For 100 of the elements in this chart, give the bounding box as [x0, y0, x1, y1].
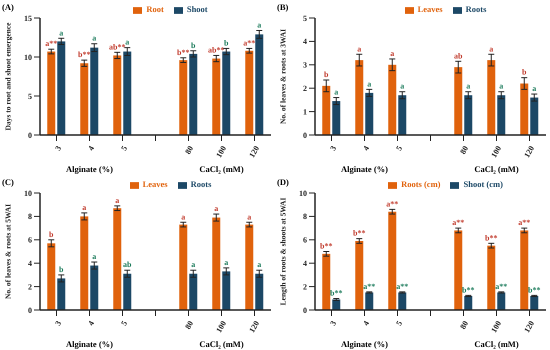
- legend-label: Root: [146, 4, 164, 14]
- x-tick-label: 3: [328, 319, 338, 328]
- data-label: a: [257, 260, 262, 270]
- text: Alginate (%): [66, 339, 113, 349]
- text: CaCl₂ (mM): [474, 339, 519, 349]
- data-label: a: [367, 79, 372, 88]
- y-tick-label: 2: [28, 282, 32, 292]
- data-label: ab: [454, 51, 464, 60]
- bar: [497, 95, 506, 135]
- bar: [255, 274, 264, 310]
- data-label: ab**: [208, 45, 224, 54]
- bar: [245, 224, 254, 310]
- legend-label: Roots: [190, 179, 212, 189]
- bar: [189, 54, 198, 135]
- data-label: a**: [45, 39, 58, 48]
- bar: [487, 246, 496, 310]
- bar: [322, 86, 330, 135]
- data-label: a**: [452, 218, 464, 228]
- y-tick-label: 0: [28, 306, 32, 315]
- chart-title: (A): [2, 2, 14, 12]
- bar: [113, 55, 122, 135]
- y-tick-label: 4: [303, 37, 307, 46]
- data-label: a**: [243, 38, 256, 48]
- bar: [47, 52, 56, 135]
- bar: [530, 296, 538, 310]
- bar: [388, 64, 396, 135]
- data-label: b**: [177, 48, 190, 57]
- data-label: b: [522, 68, 528, 77]
- bar: [123, 274, 132, 310]
- y-tick-label: 15: [24, 14, 32, 23]
- data-label: a: [489, 44, 494, 54]
- x-tick-label: 5: [394, 144, 404, 152]
- y-tick-label: 4: [303, 259, 307, 268]
- legend-label: Leaves: [142, 179, 168, 189]
- bar: [57, 41, 66, 135]
- data-label: a**: [518, 218, 530, 228]
- data-label: a: [257, 20, 262, 30]
- bar: [332, 101, 340, 135]
- y-tick-label: 4: [28, 259, 32, 268]
- bar: [355, 240, 364, 310]
- data-label: a: [532, 84, 536, 94]
- legend-label: Roots: [466, 4, 486, 14]
- x-tick-label: 5: [394, 319, 404, 328]
- x-tick-label: 80: [183, 144, 196, 156]
- x-tick-label: 80: [183, 319, 196, 331]
- data-label: a: [59, 28, 64, 38]
- data-label: a**: [396, 282, 408, 291]
- y-tick-label: 5: [28, 92, 32, 101]
- x-tick-label: 120: [247, 319, 262, 334]
- bar: [57, 278, 66, 310]
- bar: [222, 52, 230, 135]
- text: Alginate (%): [341, 164, 388, 174]
- data-label: b: [191, 40, 196, 50]
- x-tick-label: 3: [328, 144, 338, 152]
- bar: [388, 212, 396, 310]
- bar: [113, 208, 122, 310]
- x-tick-label: 100: [489, 319, 504, 334]
- bar: [212, 58, 220, 135]
- data-label: b**: [78, 50, 90, 60]
- x-tick-label: 4: [86, 319, 96, 328]
- chart-title: (B): [277, 2, 288, 12]
- bar: [80, 216, 88, 310]
- y-tick-label: 5: [303, 14, 307, 23]
- bar: [212, 218, 220, 310]
- data-label: a: [92, 34, 96, 43]
- data-label: a: [82, 202, 86, 212]
- bar: [222, 271, 230, 310]
- x-tick-label: 3: [53, 144, 64, 152]
- bar: [80, 63, 88, 135]
- bar: [90, 48, 98, 135]
- y-tick-label: 10: [24, 188, 32, 198]
- data-label: a**: [363, 282, 376, 291]
- data-label: b: [224, 38, 230, 48]
- data-label: ab**: [109, 42, 126, 52]
- bar: [398, 95, 406, 135]
- data-label: a: [499, 82, 504, 91]
- bar: [454, 230, 462, 310]
- data-label: a: [400, 82, 404, 91]
- y-tick-label: 8: [303, 212, 307, 222]
- y-tick-label: 10: [299, 188, 307, 198]
- x-tick-label: 3: [53, 319, 64, 328]
- data-label: a: [390, 48, 394, 58]
- chart-title: (D): [277, 177, 289, 187]
- x-tick-label: 100: [214, 319, 228, 334]
- data-label: ab: [123, 260, 132, 270]
- data-label: a: [214, 204, 218, 214]
- y-tick-label: 1: [303, 107, 307, 116]
- bar: [497, 292, 506, 310]
- x-tick-label: 80: [458, 319, 470, 331]
- bar: [520, 230, 528, 310]
- data-label: a: [115, 196, 120, 205]
- data-label: a**: [495, 282, 508, 291]
- bar: [179, 60, 188, 135]
- y-tick-label: 6: [303, 236, 307, 245]
- x-tick-label: 120: [247, 144, 262, 160]
- legend-label: Shoot: [186, 4, 208, 14]
- data-label: b: [324, 70, 330, 80]
- bar: [322, 254, 330, 310]
- x-tick-label: 80: [458, 144, 470, 156]
- bar: [355, 60, 364, 135]
